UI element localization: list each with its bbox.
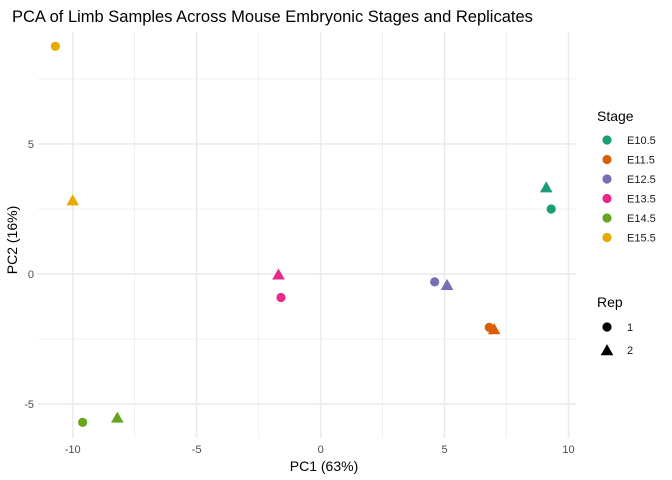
y-tick-label: 0 <box>28 269 34 281</box>
legend-key-E12.5 <box>602 174 612 184</box>
rep-legend-title: Rep <box>597 294 623 310</box>
x-axis-title: PC1 (63%) <box>290 458 358 474</box>
legend-label-E14.5: E14.5 <box>627 213 656 225</box>
grid-lines <box>38 32 576 438</box>
point-E12.5-rep2 <box>440 278 454 290</box>
legend-label-rep-2: 2 <box>627 345 633 357</box>
legend-key-rep-1 <box>602 322 612 332</box>
y-tick-label: 5 <box>28 139 34 151</box>
legend-key-E11.5 <box>602 154 612 165</box>
legend-key-E10.5 <box>602 135 612 145</box>
point-E13.5-rep1 <box>276 292 286 303</box>
point-E13.5-rep2 <box>272 268 285 280</box>
stage-legend: Stage E10.5 E11.5 E12.5 E13.5 E14.5 E15.5 <box>597 108 656 245</box>
y-axis-title: PC2 (16%) <box>4 206 20 274</box>
point-E12.5-rep1 <box>430 277 440 287</box>
x-tick-label: -5 <box>192 444 202 456</box>
point-E14.5-rep2 <box>111 411 124 423</box>
legend-label-E11.5: E11.5 <box>627 155 655 167</box>
legend-label-E15.5: E15.5 <box>627 233 656 245</box>
legend-key-E13.5 <box>602 193 612 204</box>
legend-label-E12.5: E12.5 <box>627 174 656 186</box>
legend-label-E10.5: E10.5 <box>627 135 656 147</box>
point-E11.5-rep2 <box>487 323 501 335</box>
stage-legend-title: Stage <box>597 108 634 124</box>
point-E14.5-rep1 <box>78 417 88 427</box>
x-tick-label: 5 <box>442 444 448 456</box>
point-E15.5-rep1 <box>50 41 60 51</box>
point-E10.5-rep1 <box>546 204 556 214</box>
rep-legend: Rep 1 2 <box>597 294 633 357</box>
legend-key-E14.5 <box>602 213 612 223</box>
data-points <box>50 41 556 427</box>
y-axis-ticks: -5 0 5 <box>24 139 34 411</box>
legend-label-rep-1: 1 <box>627 322 633 334</box>
point-E10.5-rep2 <box>539 181 553 193</box>
x-axis-ticks: -10 -5 0 5 10 <box>65 444 575 456</box>
x-tick-label: -10 <box>65 444 81 456</box>
legend-key-rep-2 <box>600 344 614 356</box>
x-tick-label: 10 <box>562 444 574 456</box>
legend-label-E13.5: E13.5 <box>627 194 656 206</box>
legend-key-E15.5 <box>602 232 612 243</box>
y-tick-label: -5 <box>24 399 34 411</box>
x-tick-label: 0 <box>318 444 324 456</box>
point-E15.5-rep2 <box>66 194 80 206</box>
chart-title: PCA of Limb Samples Across Mouse Embryon… <box>12 8 533 26</box>
